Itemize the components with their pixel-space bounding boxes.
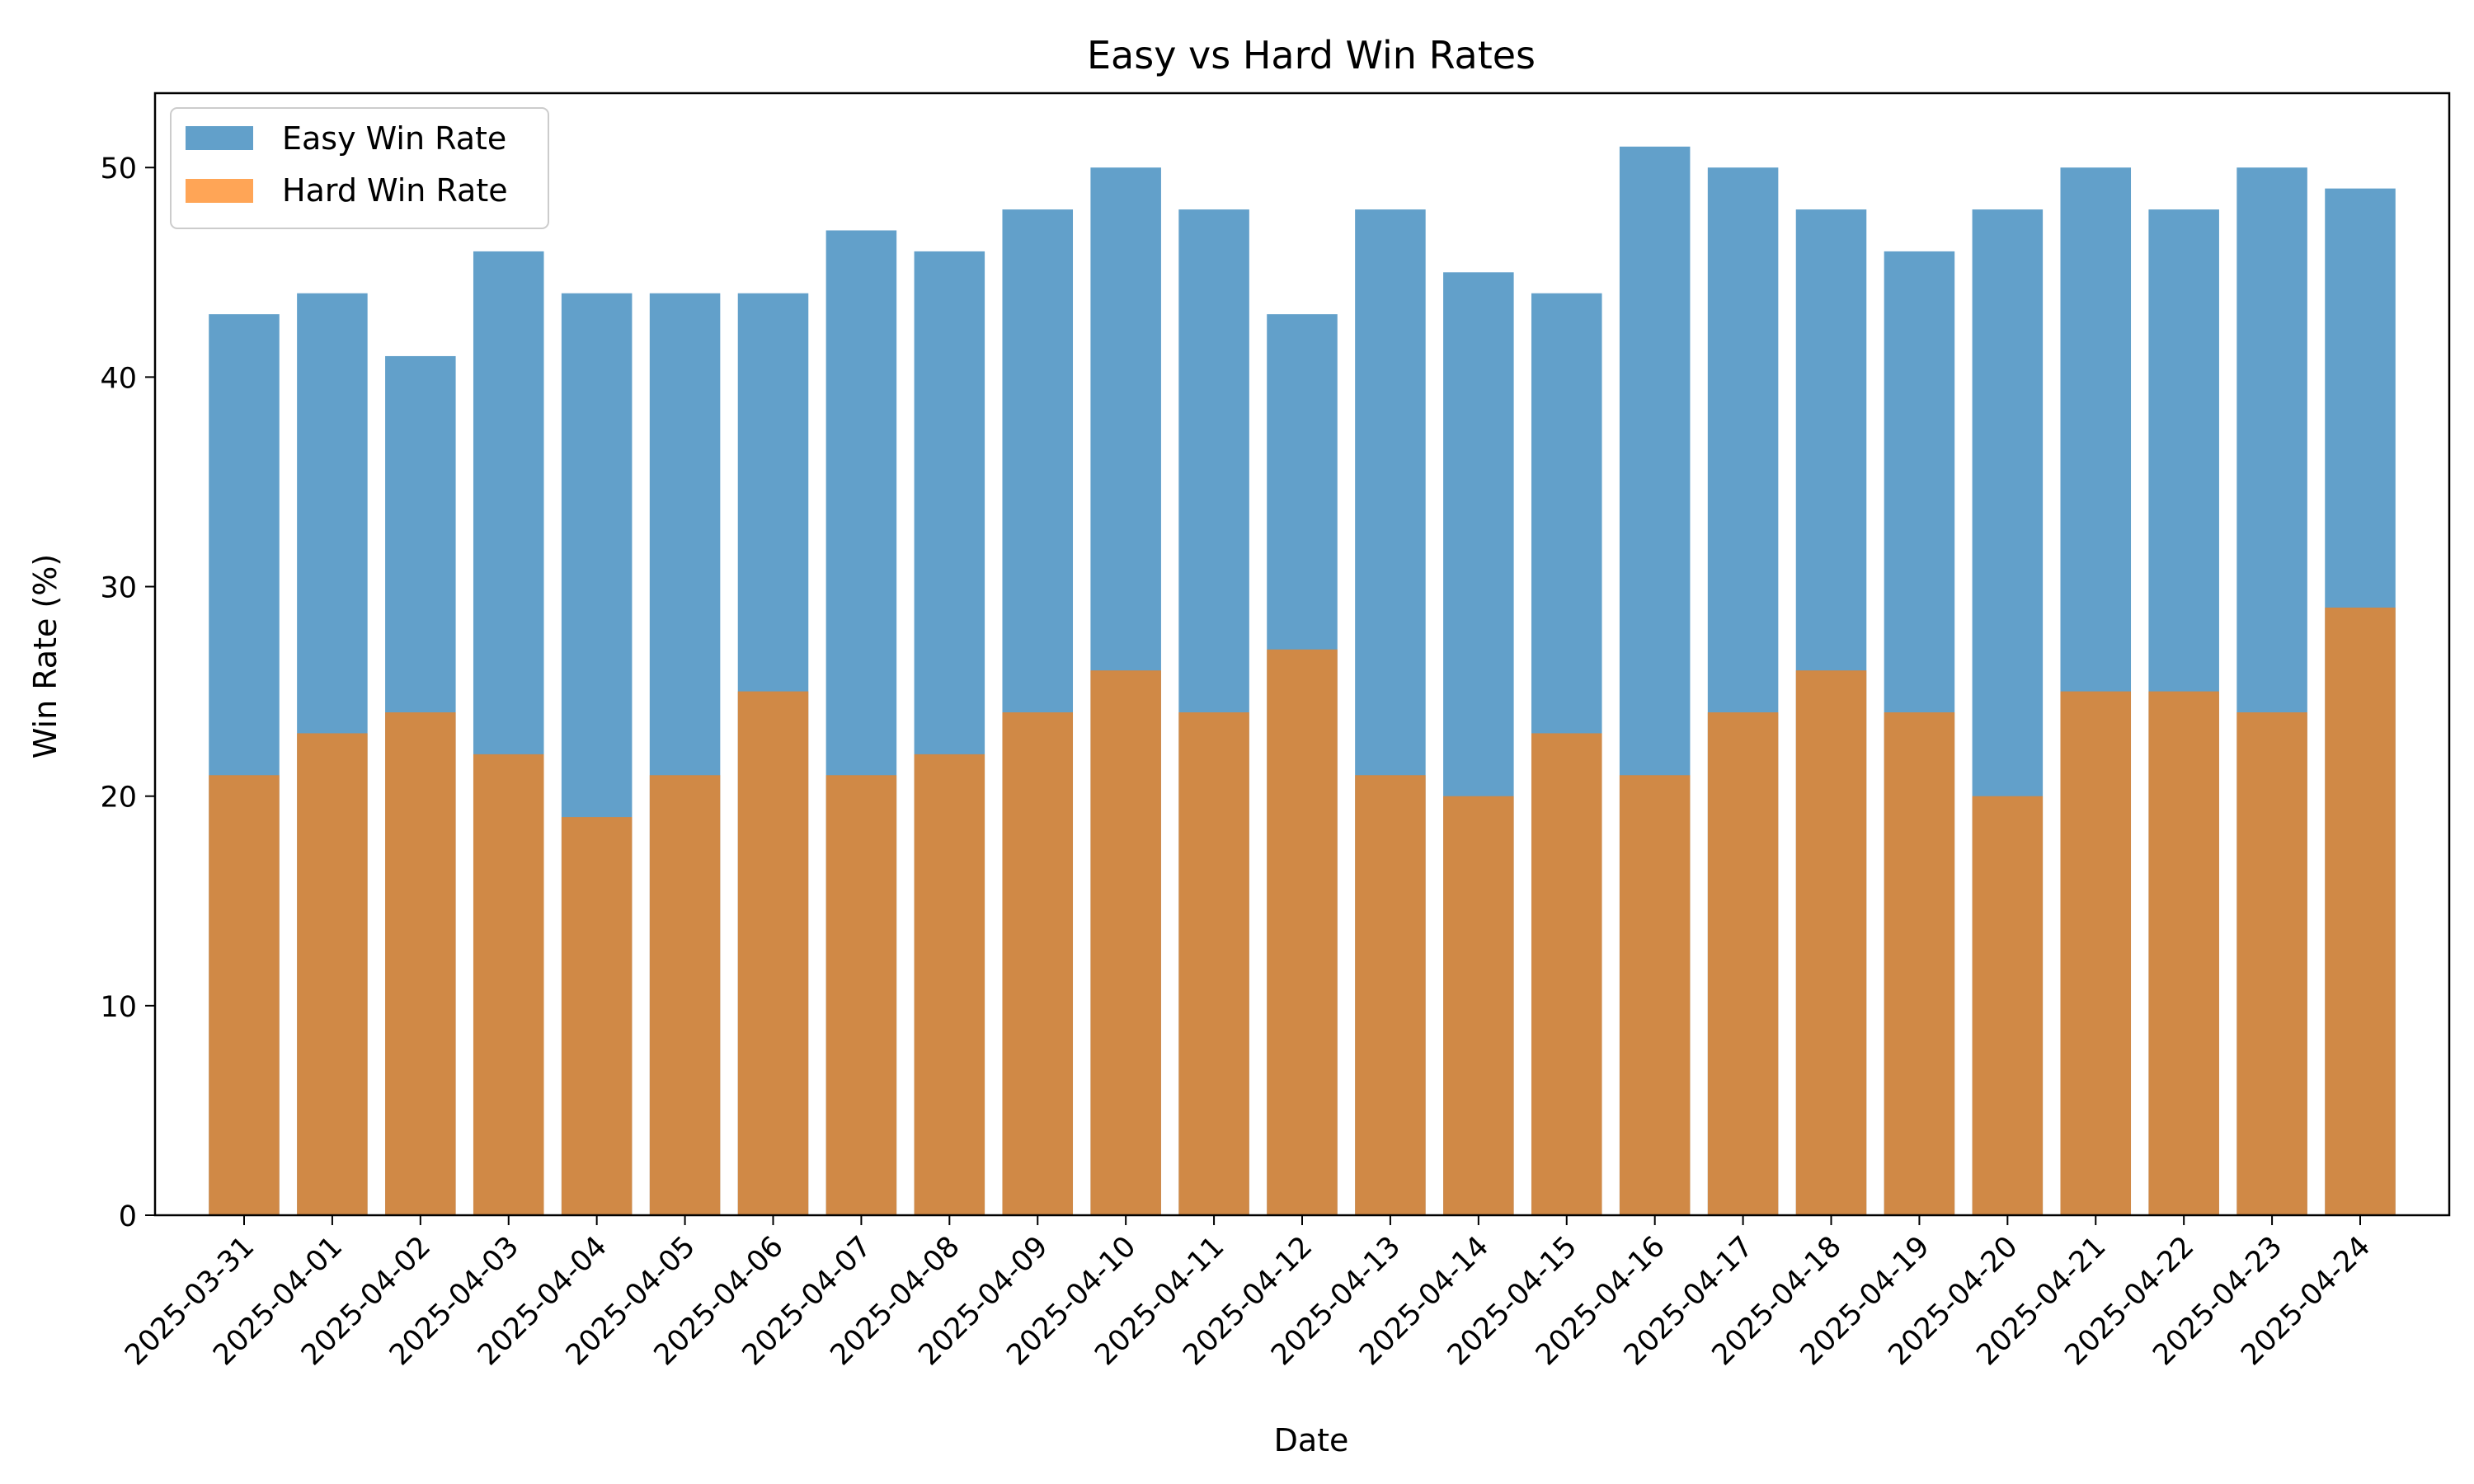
x-axis-label: Date bbox=[1274, 1422, 1349, 1458]
bar-hard-2025-04-07 bbox=[825, 775, 897, 1215]
bar-hard-2025-04-06 bbox=[737, 691, 809, 1215]
bar-hard-2025-04-17 bbox=[1707, 712, 1779, 1215]
legend-label-hard: Hard Win Rate bbox=[282, 172, 508, 209]
bar-hard-2025-04-11 bbox=[1178, 712, 1249, 1215]
bar-hard-2025-04-01 bbox=[297, 733, 368, 1215]
bar-series-hard bbox=[209, 607, 2396, 1215]
legend-label-easy: Easy Win Rate bbox=[282, 120, 506, 157]
legend-swatch-easy bbox=[186, 126, 253, 150]
y-tick-label: 20 bbox=[100, 782, 137, 815]
bar-hard-2025-04-19 bbox=[1884, 712, 1955, 1215]
bar-hard-2025-04-21 bbox=[2060, 691, 2132, 1215]
y-tick-label: 50 bbox=[100, 153, 137, 186]
y-tick-label: 30 bbox=[100, 572, 137, 605]
plot-area: 010203040502025-03-312025-04-012025-04-0… bbox=[100, 92, 2451, 1372]
bar-hard-2025-04-22 bbox=[2148, 691, 2219, 1215]
legend: Easy Win Rate Hard Win Rate bbox=[170, 107, 549, 229]
y-axis-ticks: 0 10 20 30 40 50 bbox=[100, 153, 155, 1233]
legend-swatch-hard bbox=[186, 179, 253, 203]
bar-hard-2025-04-14 bbox=[1443, 796, 1514, 1215]
bar-hard-2025-04-10 bbox=[1090, 670, 1161, 1215]
bar-hard-2025-04-16 bbox=[1619, 775, 1691, 1215]
bar-hard-2025-04-03 bbox=[473, 754, 544, 1215]
bar-hard-2025-04-23 bbox=[2236, 712, 2307, 1215]
bar-hard-2025-04-18 bbox=[1795, 670, 1867, 1215]
chart-title: Easy vs Hard Win Rates bbox=[1087, 33, 1536, 77]
bar-hard-2025-04-09 bbox=[1002, 712, 1074, 1215]
bar-hard-2025-04-08 bbox=[914, 754, 985, 1215]
bar-hard-2025-04-20 bbox=[1972, 796, 2044, 1215]
bar-hard-2025-04-24 bbox=[2325, 607, 2396, 1215]
y-tick-label: 0 bbox=[119, 1200, 137, 1233]
bar-hard-2025-04-12 bbox=[1267, 649, 1338, 1215]
y-axis-label: Win Rate (%) bbox=[27, 554, 63, 758]
y-tick-label: 40 bbox=[100, 362, 137, 395]
bar-hard-2025-03-31 bbox=[209, 775, 280, 1215]
bar-hard-2025-04-02 bbox=[385, 712, 456, 1215]
bar-hard-2025-04-15 bbox=[1531, 733, 1602, 1215]
y-tick-label: 10 bbox=[100, 991, 137, 1024]
bar-hard-2025-04-05 bbox=[649, 775, 721, 1215]
legend-frame bbox=[170, 107, 549, 229]
bar-hard-2025-04-13 bbox=[1355, 775, 1426, 1215]
bar-hard-2025-04-04 bbox=[561, 817, 633, 1215]
